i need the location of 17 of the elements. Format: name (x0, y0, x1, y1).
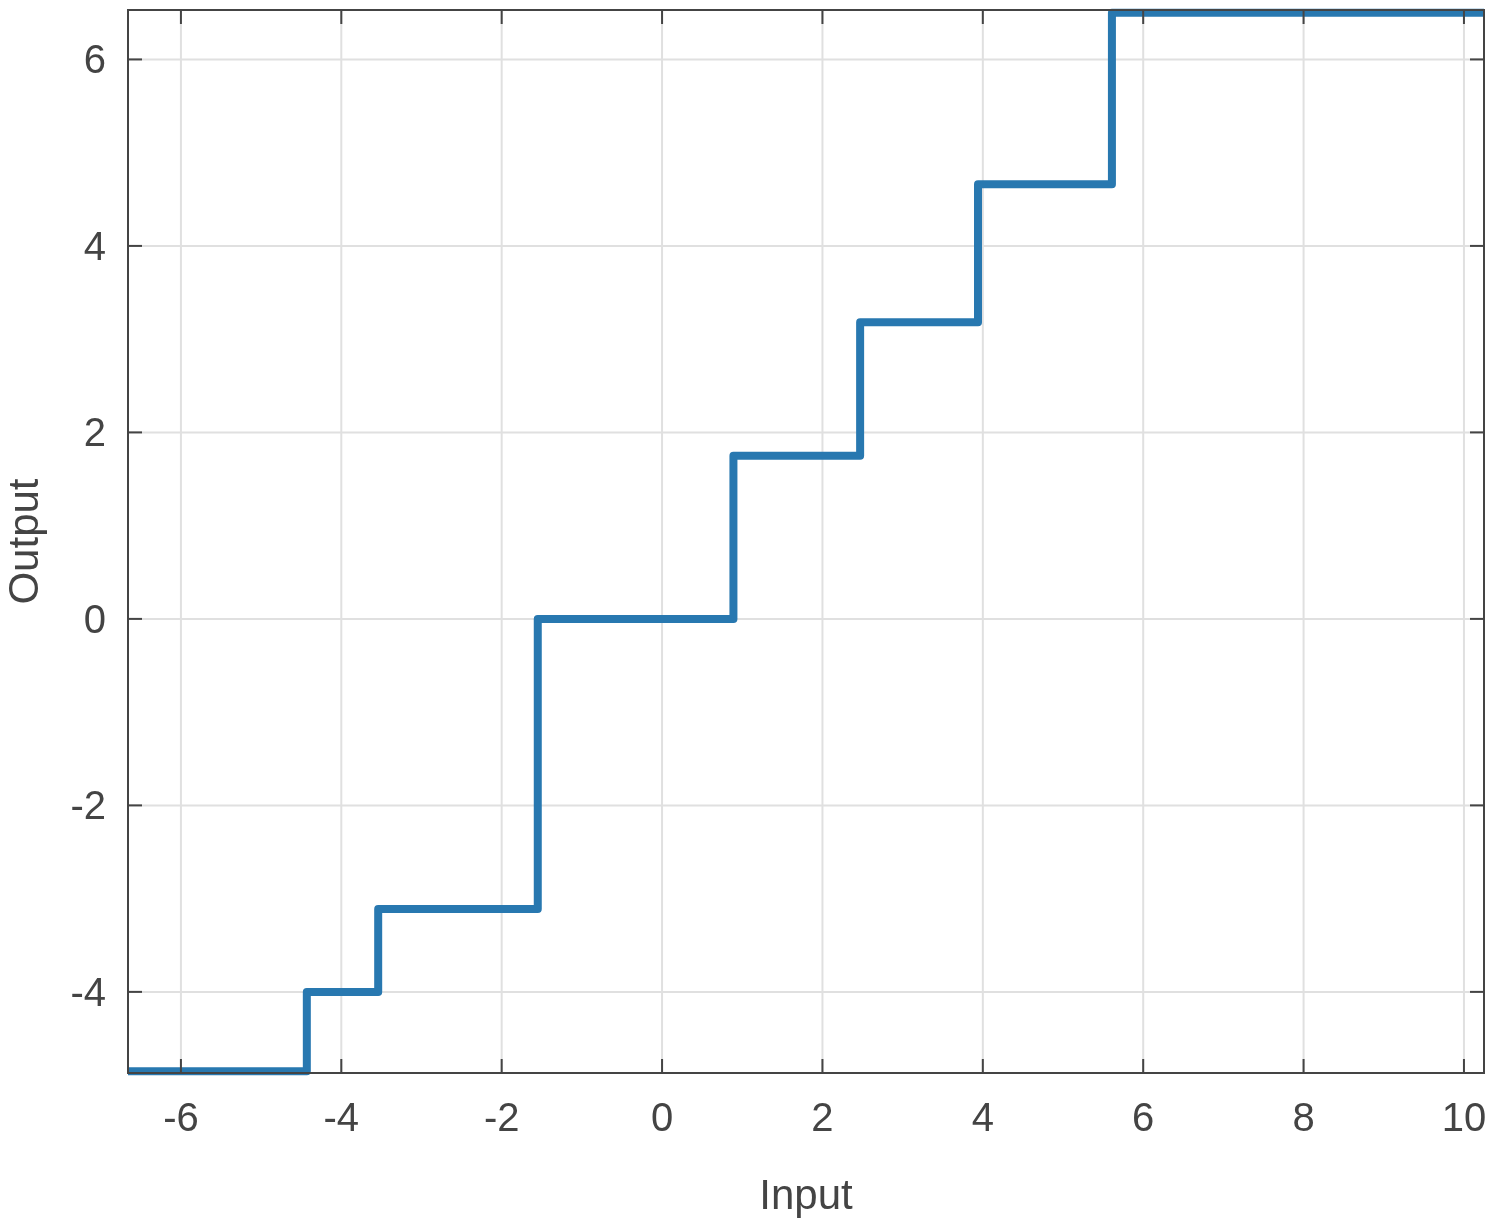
y-tick-label: -4 (70, 969, 106, 1014)
y-tick-label: 2 (83, 410, 106, 455)
y-axis-title: Output (0, 478, 47, 605)
x-tick-label: 4 (971, 1095, 994, 1139)
x-tick-label: 8 (1292, 1095, 1315, 1139)
x-tick-label: 6 (1132, 1095, 1155, 1139)
x-axis-title: Input (759, 1171, 854, 1218)
x-tick-label: 0 (650, 1095, 674, 1139)
y-tick-label: -2 (70, 783, 106, 828)
x-tick-label: -6 (163, 1095, 199, 1139)
y-tick-label: 4 (83, 223, 106, 268)
x-tick-label: 10 (1441, 1095, 1487, 1139)
x-tick-label: -4 (323, 1095, 360, 1139)
x-tick-label: 2 (811, 1095, 834, 1139)
y-tick-label: 6 (83, 37, 106, 82)
x-tick-label: -2 (483, 1095, 520, 1139)
y-tick-label: 0 (83, 596, 106, 641)
